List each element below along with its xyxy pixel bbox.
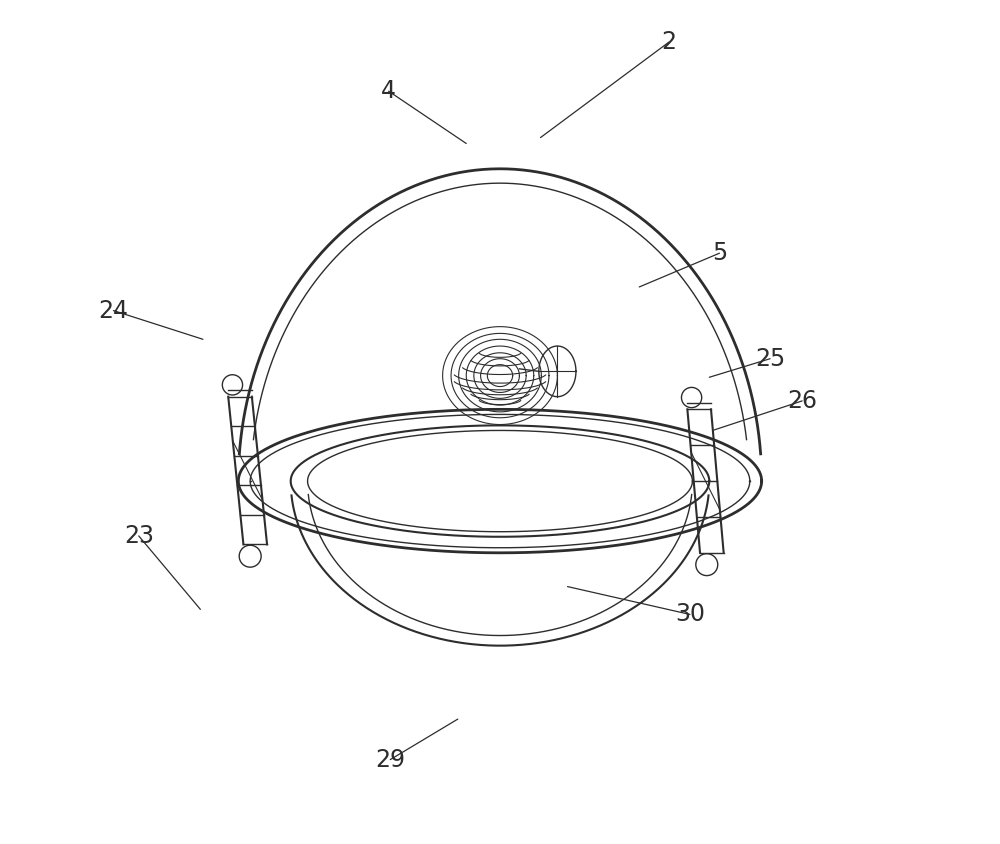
Circle shape [239,545,261,567]
Text: 29: 29 [375,748,405,771]
Text: 25: 25 [755,347,785,371]
Circle shape [696,554,718,576]
Text: 2: 2 [661,30,676,54]
Text: 5: 5 [712,241,727,265]
Text: 23: 23 [124,524,154,548]
Circle shape [681,387,702,408]
Text: 24: 24 [98,299,128,322]
Text: 4: 4 [381,79,396,103]
Text: 26: 26 [787,389,817,413]
Circle shape [222,375,243,395]
Text: 30: 30 [675,603,705,626]
